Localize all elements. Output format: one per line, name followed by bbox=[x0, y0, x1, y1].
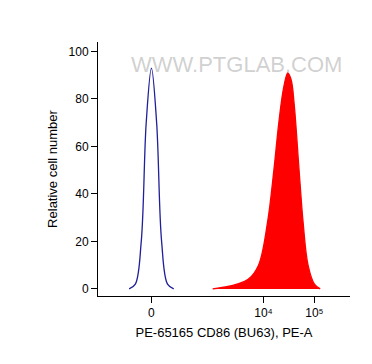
svg-text:Relative cell number: Relative cell number bbox=[45, 109, 60, 227]
svg-text:10⁴: 10⁴ bbox=[254, 306, 273, 320]
svg-text:10⁵: 10⁵ bbox=[305, 306, 323, 320]
svg-text:80: 80 bbox=[75, 92, 89, 106]
svg-text:WWW.PTGLAB.COM: WWW.PTGLAB.COM bbox=[131, 52, 342, 77]
svg-text:40: 40 bbox=[75, 187, 89, 201]
svg-text:60: 60 bbox=[75, 140, 89, 154]
svg-text:100: 100 bbox=[69, 45, 89, 59]
svg-text:0: 0 bbox=[82, 282, 89, 296]
svg-text:0: 0 bbox=[148, 306, 155, 320]
svg-text:PE-65165 CD86 (BU63), PE-A: PE-65165 CD86 (BU63), PE-A bbox=[135, 325, 312, 340]
svg-text:20: 20 bbox=[75, 235, 89, 249]
